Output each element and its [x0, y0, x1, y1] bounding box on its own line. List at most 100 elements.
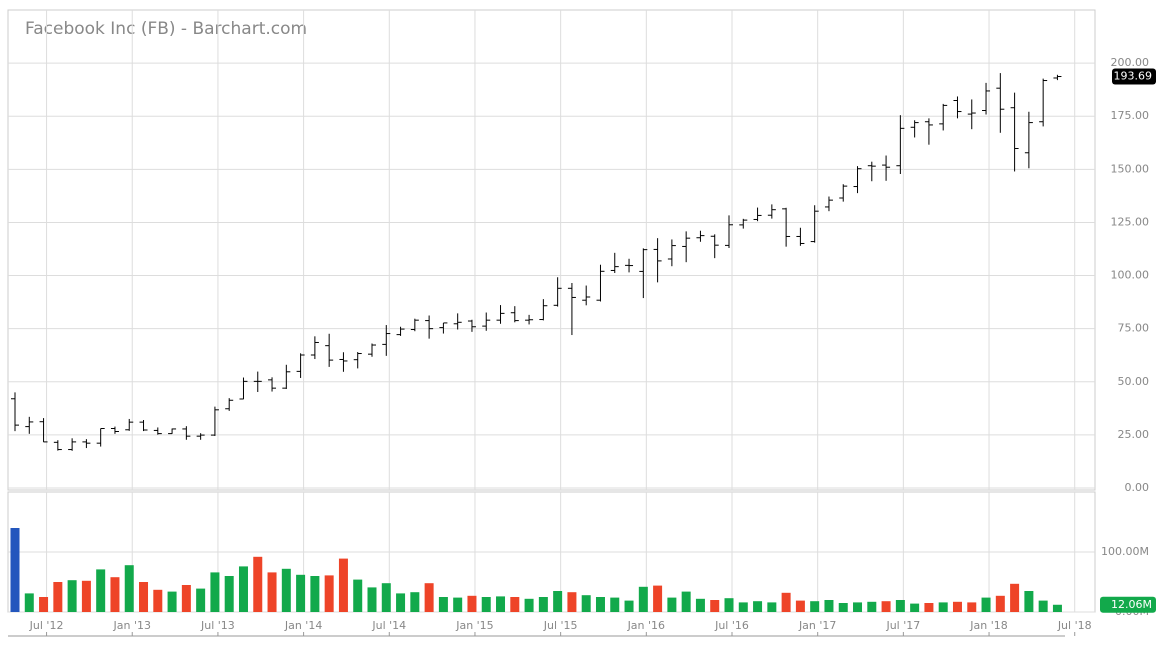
volume-bar: [524, 598, 534, 612]
volume-bar: [453, 597, 463, 612]
last-price-box: [1112, 68, 1156, 85]
x-tick-label: Jan '18: [969, 619, 1007, 632]
y-tick-label: 100.00M: [1101, 545, 1149, 558]
volume-bar: [510, 597, 520, 612]
volume-bar: [410, 592, 420, 612]
x-tick-label: Jul '17: [885, 619, 920, 632]
y-tick-label: 75.00: [1118, 322, 1150, 335]
x-tick-label: Jan '17: [798, 619, 836, 632]
x-tick-label: Jul '15: [543, 619, 578, 632]
volume-bar: [81, 580, 91, 612]
volume-bar: [238, 566, 248, 612]
volume-bar: [124, 565, 134, 612]
volume-bar: [353, 579, 363, 612]
volume-bar: [967, 602, 977, 612]
y-tick-label: 0.00: [1125, 481, 1150, 494]
volume-bar: [67, 580, 77, 612]
volume-bar: [667, 597, 677, 612]
volume-bar: [710, 600, 720, 612]
y-tick-label: 200.00: [1111, 56, 1150, 69]
volume-bar: [210, 572, 220, 612]
volume-bar: [53, 582, 63, 612]
y-tick-label: 50.00: [1118, 375, 1150, 388]
last-price-label: 193.69: [1114, 70, 1153, 83]
volume-bar: [424, 583, 434, 612]
volume-bar: [867, 601, 877, 612]
volume-bar: [924, 603, 934, 612]
volume-bar: [838, 603, 848, 612]
volume-bar: [981, 597, 991, 612]
volume-bar: [167, 591, 177, 612]
volume-bar: [310, 576, 320, 612]
y-tick-label: 125.00: [1111, 215, 1150, 228]
volume-bar: [795, 600, 805, 612]
volume-bar: [139, 582, 149, 612]
volume-bar: [767, 602, 777, 612]
volume-bar: [681, 591, 691, 612]
x-tick-label: Jan '16: [627, 619, 665, 632]
volume-bar: [695, 598, 705, 612]
volume-bar: [110, 577, 120, 612]
volume-bar: [910, 603, 920, 612]
volume-bar: [952, 601, 962, 612]
volume-bar: [538, 597, 548, 612]
volume-bar: [1024, 591, 1034, 612]
volume-bar: [39, 597, 49, 612]
volume-bar: [824, 600, 834, 612]
volume-bar: [338, 558, 348, 612]
volume-bar: [724, 598, 734, 612]
volume-bar: [196, 588, 206, 612]
y-tick-label: 25.00: [1118, 428, 1150, 441]
volume-bar: [810, 601, 820, 612]
volume-bar: [24, 593, 34, 612]
volume-bar: [324, 575, 334, 612]
y-tick-label: 175.00: [1111, 109, 1150, 122]
x-tick-label: Jan '15: [455, 619, 493, 632]
x-tick-label: Jul '16: [714, 619, 749, 632]
volume-bar: [553, 591, 563, 612]
x-tick-label: Jul '18: [1057, 619, 1092, 632]
volume-bar: [567, 592, 577, 612]
volume-bar: [1010, 583, 1020, 612]
volume-bar: [367, 587, 377, 612]
volume-bar: [938, 602, 948, 612]
volume-bar: [496, 596, 506, 612]
volume-bar: [381, 583, 391, 612]
x-tick-label: Jul '12: [29, 619, 64, 632]
volume-bar: [10, 528, 20, 612]
volume-bar: [653, 585, 663, 612]
volume-bar: [881, 601, 891, 612]
volume-bar: [595, 597, 605, 612]
volume-bar: [438, 597, 448, 612]
x-tick-label: Jul '14: [371, 619, 406, 632]
volume-bar: [753, 601, 763, 612]
volume-bar: [96, 569, 106, 612]
y-tick-label: 100.00: [1111, 269, 1150, 282]
volume-bar: [624, 600, 634, 612]
volume-bar: [153, 589, 163, 612]
volume-bar: [181, 585, 191, 612]
volume-bar: [995, 595, 1005, 612]
volume-bar: [853, 602, 863, 612]
x-tick-label: Jul '13: [200, 619, 235, 632]
volume-bar: [467, 595, 477, 612]
volume-bar: [1052, 604, 1062, 612]
last-volume-box: [1100, 596, 1156, 613]
volume-bar: [1038, 600, 1048, 612]
volume-bar: [738, 602, 748, 612]
x-tick-label: Jan '13: [112, 619, 150, 632]
volume-bar: [781, 592, 791, 612]
volume-bar: [267, 572, 277, 612]
volume-bar: [638, 586, 648, 612]
y-tick-label: 150.00: [1111, 162, 1150, 175]
volume-bar: [610, 597, 620, 612]
volume-bar: [296, 574, 306, 612]
volume-bar: [481, 597, 491, 612]
last-volume-label: 12.06M: [1111, 598, 1152, 611]
x-tick-label: Jan '14: [284, 619, 322, 632]
volume-bar: [281, 568, 291, 612]
volume-bar: [224, 576, 234, 612]
volume-bar: [581, 595, 591, 612]
price-panel: [7, 9, 1096, 491]
